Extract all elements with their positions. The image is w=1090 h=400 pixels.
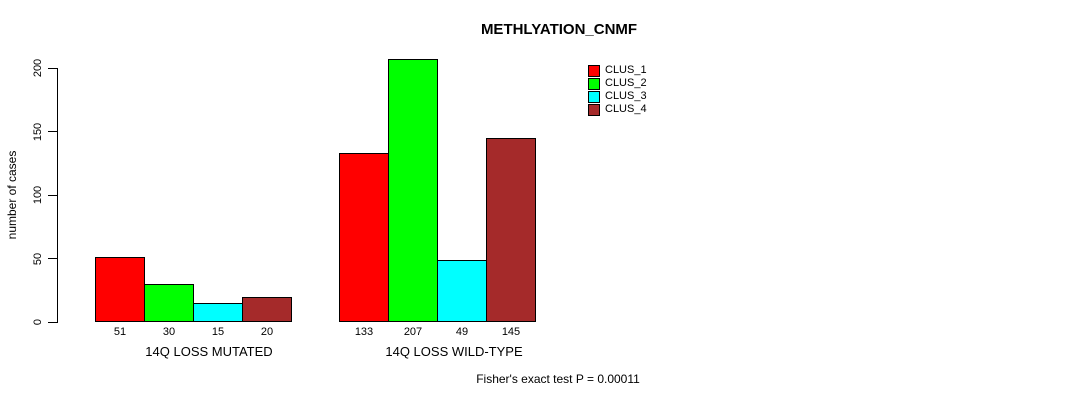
legend-label-clus-3: CLUS_3 bbox=[605, 90, 647, 102]
legend-label-clus-1: CLUS_1 bbox=[605, 64, 647, 76]
fisher-test-annotation: Fisher's exact test P = 0.00011 bbox=[476, 372, 640, 386]
legend-item-clus-2: CLUS_2 bbox=[588, 77, 647, 90]
legend-item-clus-1: CLUS_1 bbox=[588, 64, 647, 77]
legend-item-clus-3: CLUS_3 bbox=[588, 90, 647, 103]
y-tick bbox=[48, 194, 58, 196]
bar-clus_3-group2 bbox=[437, 260, 487, 322]
bar-value-label: 49 bbox=[455, 326, 469, 338]
bar-value-label: 133 bbox=[354, 326, 374, 338]
legend-swatch-clus-2 bbox=[588, 77, 600, 90]
bar-clus_3-group1 bbox=[193, 303, 243, 322]
bar-clus_4-group2 bbox=[486, 138, 536, 322]
bar-value-label: 145 bbox=[501, 326, 521, 338]
y-tick bbox=[48, 67, 58, 69]
y-tick-label: 100 bbox=[32, 185, 44, 205]
bar-clus_4-group1 bbox=[242, 297, 292, 322]
legend-swatch-clus-1 bbox=[588, 64, 600, 77]
group-label-wild-type: 14Q LOSS WILD-TYPE bbox=[385, 344, 523, 359]
legend-swatch-clus-3 bbox=[588, 90, 600, 103]
legend-item-clus-4: CLUS_4 bbox=[588, 103, 647, 116]
bar-value-label: 20 bbox=[260, 326, 274, 338]
y-tick bbox=[48, 131, 58, 132]
bar-value-label: 207 bbox=[403, 326, 423, 338]
y-tick bbox=[48, 321, 58, 323]
y-tick-label: 150 bbox=[32, 122, 44, 141]
y-axis-title: number of cases bbox=[5, 150, 19, 240]
y-tick-label: 50 bbox=[32, 252, 44, 265]
bar-clus_1-group1 bbox=[95, 257, 145, 322]
y-axis bbox=[57, 68, 58, 323]
group-label-mutated: 14Q LOSS MUTATED bbox=[145, 344, 273, 359]
bar-value-label: 51 bbox=[113, 326, 127, 338]
bar-value-label: 15 bbox=[211, 326, 225, 338]
y-tick-label: 0 bbox=[32, 318, 44, 326]
chart-title: METHLYATION_CNMF bbox=[480, 21, 638, 38]
bar-clus_2-group2 bbox=[388, 59, 438, 322]
bar-value-label: 30 bbox=[162, 326, 176, 338]
bar-clus_1-group2 bbox=[339, 153, 389, 322]
legend: CLUS_1 CLUS_2 CLUS_3 CLUS_4 bbox=[588, 64, 647, 116]
bar-clus_2-group1 bbox=[144, 284, 194, 322]
y-tick bbox=[48, 258, 58, 259]
legend-swatch-clus-4 bbox=[588, 103, 600, 116]
legend-label-clus-4: CLUS_4 bbox=[605, 103, 647, 115]
y-tick-label: 200 bbox=[32, 58, 44, 78]
legend-label-clus-2: CLUS_2 bbox=[605, 77, 647, 89]
